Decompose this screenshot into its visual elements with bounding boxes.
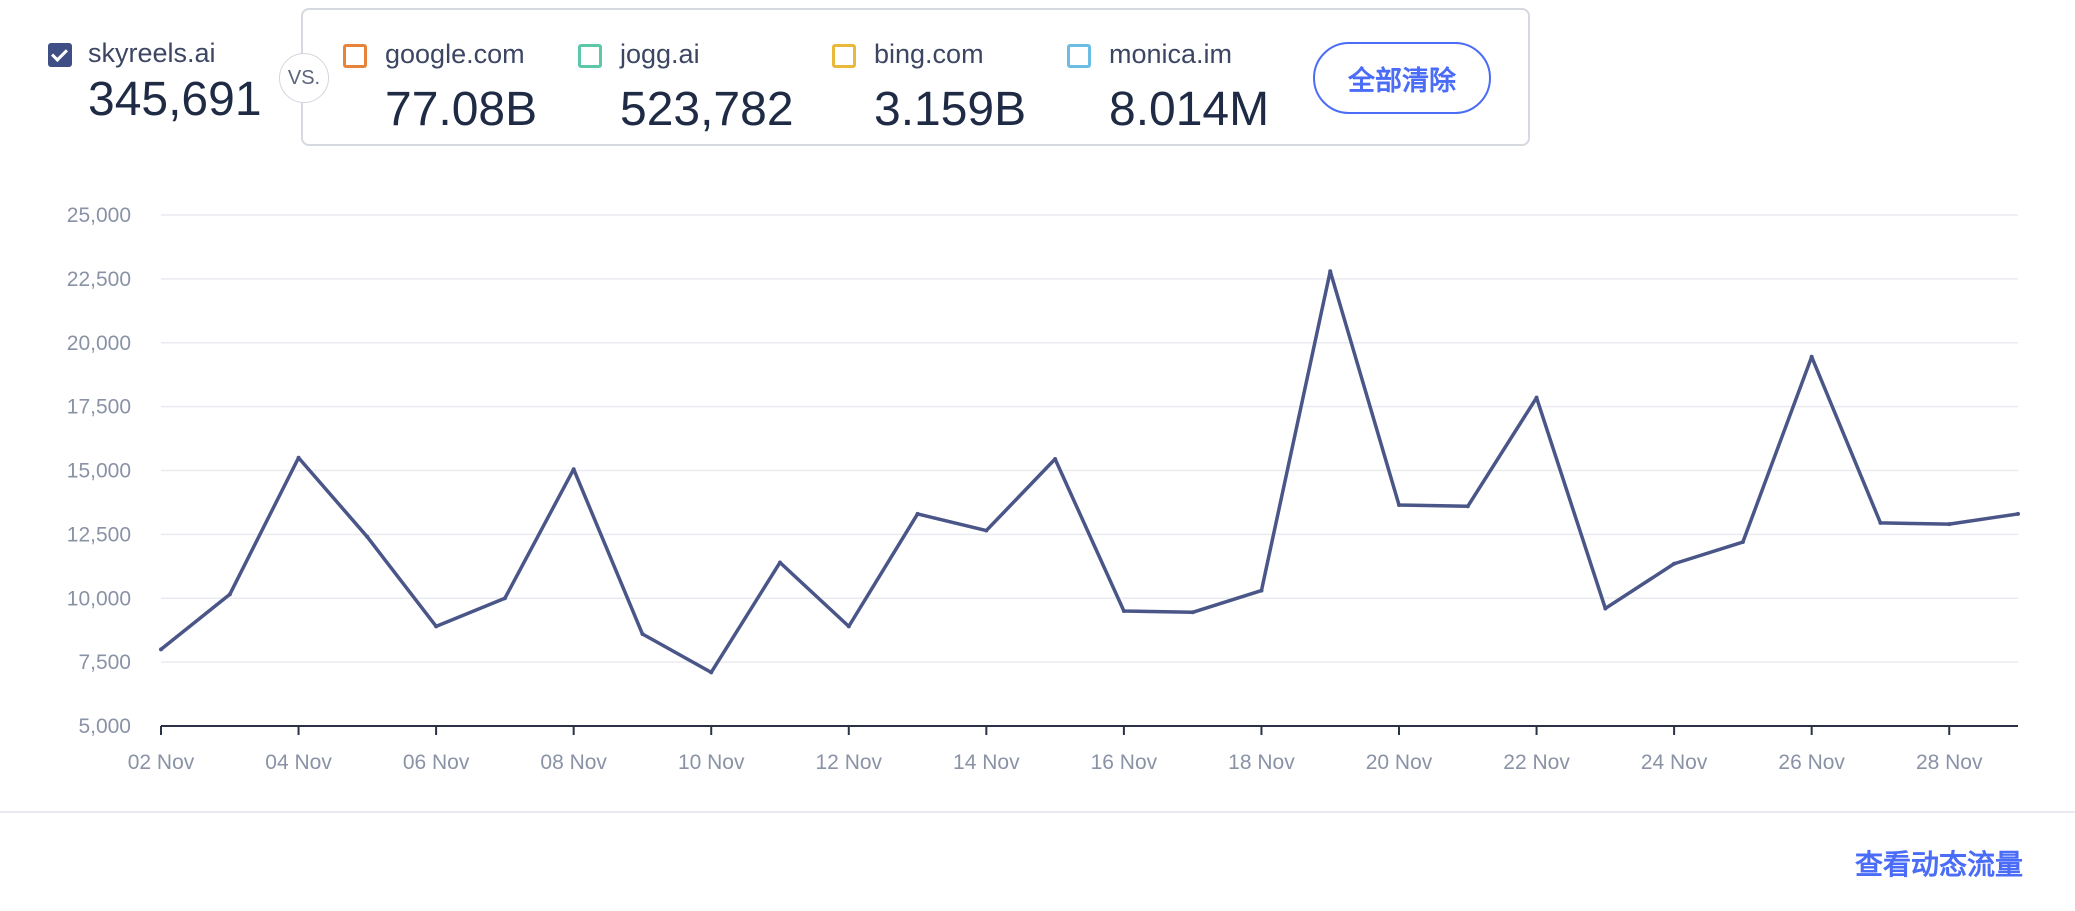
data-point[interactable] — [227, 592, 232, 597]
competitor-visits: 8.014M — [1109, 83, 1270, 136]
competitor-visits: 77.08B — [385, 83, 538, 136]
y-tick-label: 25,000 — [67, 204, 131, 227]
data-point[interactable] — [365, 534, 370, 539]
vs-badge: VS. — [279, 53, 329, 103]
data-point[interactable] — [778, 560, 782, 565]
series-line — [159, 269, 2019, 675]
data-point[interactable] — [2016, 511, 2020, 516]
x-tick-label: 04 Nov — [265, 751, 332, 774]
data-point[interactable] — [1947, 522, 1952, 527]
data-point[interactable] — [640, 632, 645, 637]
y-tick-label: 7,500 — [78, 651, 131, 674]
data-point[interactable] — [502, 596, 507, 601]
data-point[interactable] — [846, 624, 851, 629]
competitor-checkbox[interactable] — [832, 44, 856, 68]
x-tick-label: 14 Nov — [953, 751, 1020, 774]
competitor-checkbox[interactable] — [343, 44, 367, 68]
data-point[interactable] — [709, 670, 714, 675]
y-tick-label: 17,500 — [67, 396, 131, 419]
data-point[interactable] — [296, 455, 301, 460]
x-tick-label: 18 Nov — [1228, 751, 1295, 774]
x-tick-label: 24 Nov — [1641, 751, 1708, 774]
x-tick-label: 08 Nov — [540, 751, 607, 774]
chart-series — [159, 269, 2020, 675]
competitor-checkbox[interactable] — [1067, 44, 1091, 68]
data-point[interactable] — [915, 511, 920, 516]
data-point[interactable] — [1190, 610, 1195, 615]
clear-all-button[interactable]: 全部清除 — [1313, 42, 1491, 114]
x-tick-label: 28 Nov — [1916, 751, 1983, 774]
data-point[interactable] — [1672, 561, 1677, 566]
x-tick-label: 12 Nov — [816, 751, 883, 774]
competitor-name: google.com — [385, 39, 525, 69]
x-tick-label: 02 Nov — [128, 751, 195, 774]
data-point[interactable] — [984, 528, 989, 533]
data-point[interactable] — [1878, 520, 1883, 525]
x-tick-label: 20 Nov — [1366, 751, 1433, 774]
data-point[interactable] — [1809, 354, 1814, 359]
x-tick-label: 26 Nov — [1778, 751, 1845, 774]
view-dynamic-traffic-link[interactable]: 查看动态流量 — [1854, 849, 2023, 880]
data-point[interactable] — [1397, 502, 1401, 507]
y-tick-label: 10,000 — [67, 587, 131, 610]
competitor-checkbox[interactable] — [578, 44, 602, 68]
x-axis: 02 Nov 04 Nov 06 Nov 08 Nov 10 Nov 12 Nov 14 N… — [128, 725, 2018, 774]
y-tick-label: 5,000 — [78, 715, 131, 738]
x-tick-label: 16 Nov — [1091, 751, 1158, 774]
data-point[interactable] — [159, 647, 163, 652]
x-tick-label: 06 Nov — [403, 751, 470, 774]
main-site-visits: 345,691 — [88, 73, 262, 126]
main-site-checkbox[interactable] — [48, 43, 72, 67]
x-tick-label: 10 Nov — [678, 751, 745, 774]
competitor-visits: 3.159B — [874, 83, 1027, 136]
data-point[interactable] — [571, 467, 576, 472]
data-point[interactable] — [1121, 609, 1126, 614]
competitor-name: bing.com — [874, 39, 984, 69]
competitor-name: monica.im — [1109, 39, 1233, 69]
data-point[interactable] — [434, 624, 439, 629]
y-tick-label: 15,000 — [67, 460, 131, 483]
y-tick-label: 20,000 — [67, 332, 131, 355]
x-tick-label: 22 Nov — [1503, 751, 1570, 774]
main-site-name: skyreels.ai — [88, 38, 216, 68]
data-point[interactable] — [1534, 395, 1539, 400]
y-axis-labels: 5,000 7,500 10,000 12,500 15,000 17,500 20,000… — [67, 204, 131, 738]
chart-gridlines — [161, 214, 2018, 663]
footer-divider — [0, 811, 2075, 813]
traffic-line-chart: 5,000 7,500 10,000 12,500 15,000 17,500 20,000… — [67, 204, 2020, 774]
data-point[interactable] — [1259, 588, 1264, 593]
data-point[interactable] — [1465, 504, 1470, 509]
y-tick-label: 12,500 — [67, 523, 131, 546]
comparison-panel: google.com 77.08B jogg.ai 523,782 bing.c… — [301, 8, 1530, 146]
competitor-name: jogg.ai — [620, 39, 700, 69]
data-point[interactable] — [1740, 540, 1745, 545]
data-point[interactable] — [1328, 269, 1333, 274]
data-point[interactable] — [1603, 606, 1608, 611]
competitor-visits: 523,782 — [620, 83, 794, 136]
data-point[interactable] — [1053, 457, 1058, 462]
y-tick-label: 22,500 — [67, 268, 131, 291]
